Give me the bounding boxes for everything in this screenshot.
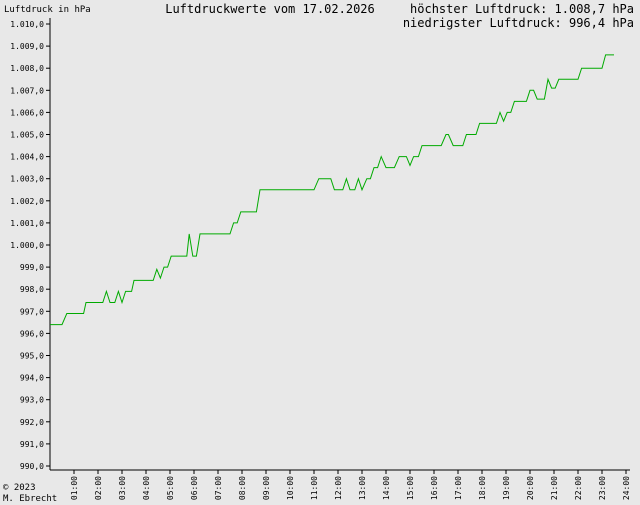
y-tick-label: 996,0 bbox=[20, 329, 44, 338]
y-tick-label: 1.010,0 bbox=[10, 20, 44, 29]
y-tick-label: 997,0 bbox=[20, 307, 44, 316]
x-tick-label: 04:00 bbox=[142, 476, 151, 500]
x-tick-label: 21:00 bbox=[550, 476, 559, 500]
x-tick-label: 08:00 bbox=[238, 476, 247, 500]
copyright-text: © 2023 bbox=[3, 483, 36, 493]
x-tick-label: 07:00 bbox=[214, 476, 223, 500]
x-axis-ticks: 01:00 02:00 03:00 04:00 05:00 06:00 07:00 08:00… bbox=[70, 470, 631, 500]
y-tick-label: 1.003,0 bbox=[10, 175, 44, 184]
max-pressure-text: höchster Luftdruck: 1.008,7 hPa bbox=[410, 2, 634, 16]
x-tick-label: 13:00 bbox=[358, 476, 367, 500]
y-tick-label: 993,0 bbox=[20, 396, 44, 405]
x-tick-label: 17:00 bbox=[454, 476, 463, 500]
x-tick-label: 18:00 bbox=[478, 476, 487, 500]
x-tick-label: 12:00 bbox=[334, 476, 343, 500]
x-tick-label: 05:00 bbox=[166, 476, 175, 500]
y-tick-label: 999,0 bbox=[20, 263, 44, 272]
y-tick-label: 1.000,0 bbox=[10, 241, 44, 250]
y-tick-label: 998,0 bbox=[20, 285, 44, 294]
x-tick-label: 02:00 bbox=[94, 476, 103, 500]
x-tick-label: 10:00 bbox=[286, 476, 295, 500]
y-axis-ticks: 990,0 991,0 992,0 993,0 994,0 995,0 996,0 997,0… bbox=[10, 20, 50, 471]
chart-title: Luftdruckwerte vom 17.02.2026 bbox=[165, 2, 375, 16]
x-tick-label: 23:00 bbox=[598, 476, 607, 500]
x-tick-label: 03:00 bbox=[118, 476, 127, 500]
x-tick-label: 24:00 bbox=[622, 476, 631, 500]
x-tick-label: 01:00 bbox=[70, 476, 79, 500]
y-tick-label: 995,0 bbox=[20, 352, 44, 361]
y-tick-label: 1.007,0 bbox=[10, 86, 44, 95]
x-tick-label: 16:00 bbox=[430, 476, 439, 500]
y-tick-label: 1.005,0 bbox=[10, 131, 44, 140]
y-tick-label: 992,0 bbox=[20, 418, 44, 427]
x-tick-label: 22:00 bbox=[574, 476, 583, 500]
x-tick-label: 14:00 bbox=[382, 476, 391, 500]
min-pressure-text: niedrigster Luftdruck: 996,4 hPa bbox=[403, 16, 634, 30]
x-tick-label: 09:00 bbox=[262, 476, 271, 500]
y-tick-label: 1.008,0 bbox=[10, 64, 44, 73]
y-tick-label: 1.006,0 bbox=[10, 108, 44, 117]
x-tick-label: 11:00 bbox=[310, 476, 319, 500]
y-tick-label: 1.001,0 bbox=[10, 219, 44, 228]
y-axis-label: Luftdruck in hPa bbox=[4, 5, 91, 15]
y-tick-label: 1.004,0 bbox=[10, 153, 44, 162]
x-tick-label: 20:00 bbox=[526, 476, 535, 500]
y-tick-label: 1.009,0 bbox=[10, 42, 44, 51]
x-tick-label: 06:00 bbox=[190, 476, 199, 500]
y-tick-label: 990,0 bbox=[20, 462, 44, 471]
author-text: M. Ebrecht bbox=[3, 494, 57, 504]
y-tick-label: 991,0 bbox=[20, 440, 44, 449]
y-tick-label: 994,0 bbox=[20, 374, 44, 383]
pressure-series-line bbox=[50, 54, 614, 326]
x-tick-label: 19:00 bbox=[502, 476, 511, 500]
x-tick-label: 15:00 bbox=[406, 476, 415, 500]
y-tick-label: 1.002,0 bbox=[10, 197, 44, 206]
